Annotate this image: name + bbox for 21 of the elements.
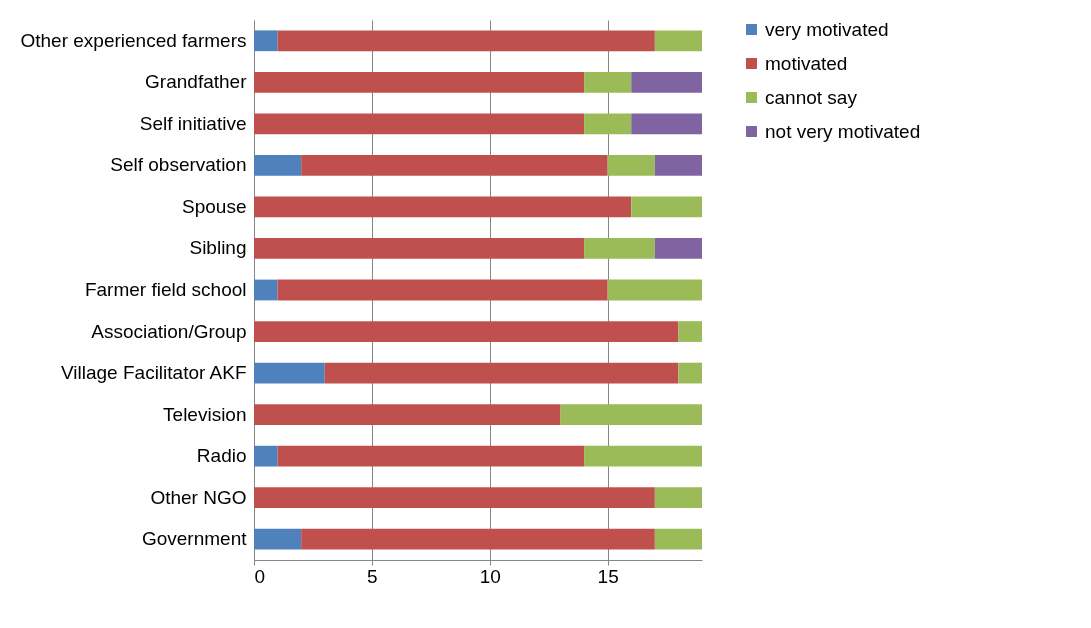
- y-tick-label: Sibling: [189, 237, 247, 259]
- y-tick-label: Other experienced farmers: [20, 29, 247, 51]
- legend-label: very motivated: [765, 18, 889, 40]
- x-tick-label: 10: [479, 565, 501, 587]
- y-tick-label: Other NGO: [150, 486, 247, 508]
- y-tick-label: Village Facilitator AKF: [60, 362, 247, 384]
- y-tick-label: Radio: [196, 445, 247, 467]
- legend-label: cannot say: [765, 86, 858, 108]
- x-tick-label: 5: [367, 565, 378, 587]
- x-tick-label: 0: [254, 565, 266, 587]
- y-tick-label: Grandfather: [145, 71, 248, 93]
- y-tick-label: Self initiative: [139, 112, 247, 134]
- y-tick-label: Self observation: [110, 154, 247, 176]
- y-tick-label: Farmer field school: [84, 279, 247, 300]
- legend-label: motivated: [765, 52, 848, 74]
- x-tick-label: 15: [597, 565, 619, 587]
- legend-label: not very motivated: [765, 120, 921, 142]
- y-tick-label: Television: [163, 403, 247, 425]
- y-tick-label: Association/Group: [91, 320, 247, 342]
- y-tick-label: Spouse: [182, 195, 247, 217]
- y-tick-label: Government: [141, 528, 248, 550]
